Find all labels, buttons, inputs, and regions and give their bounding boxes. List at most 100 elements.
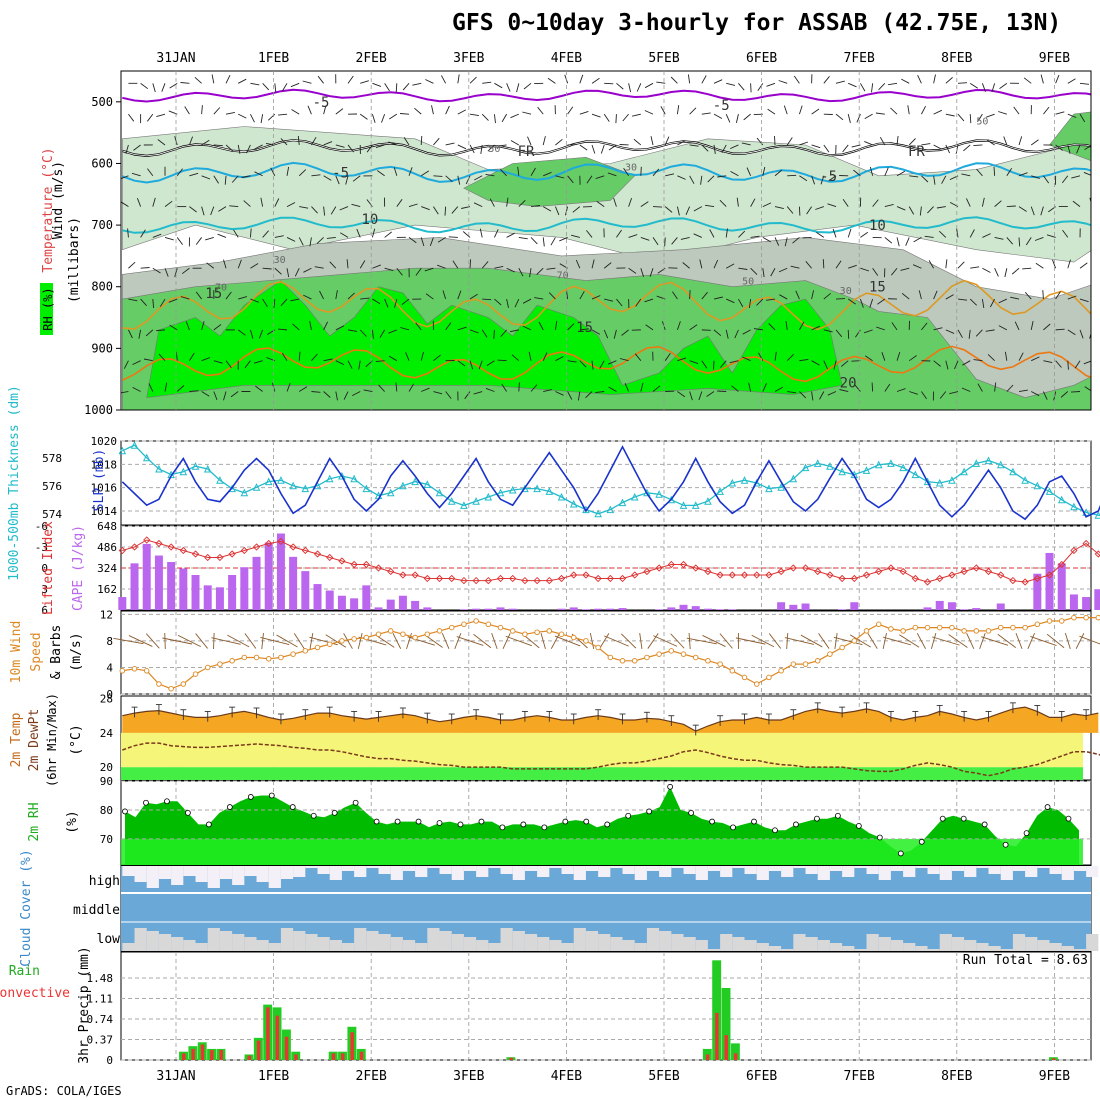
wind-barb [706, 391, 715, 397]
wind-barb [680, 236, 690, 240]
wind-barb [1079, 298, 1089, 303]
wind-barb-10m [834, 632, 838, 650]
thickness-point [472, 497, 480, 505]
wind-barb [352, 175, 361, 182]
rh2m-point [688, 809, 695, 816]
wind-barb [1043, 323, 1051, 331]
wind-barb [176, 168, 183, 177]
wind-speed-point [1022, 624, 1028, 631]
wind-barb [529, 268, 532, 278]
temp-contour-label: -5 [332, 166, 349, 182]
wind-barb-10m [473, 633, 492, 649]
wind-barb [652, 237, 659, 246]
wind-barb [762, 237, 771, 243]
day-label-top: 4FEB [551, 51, 582, 66]
wind-barb-10m [1046, 633, 1065, 649]
thickness-point [740, 476, 749, 484]
wind-barb [1013, 106, 1020, 115]
wind-barb [145, 329, 154, 337]
thickness-point [240, 488, 249, 497]
cloud-high-bar [232, 866, 245, 885]
cloud-low-bar [988, 946, 1001, 951]
cape-bar [789, 604, 798, 610]
cape-bar [264, 542, 273, 610]
wind-barb [792, 237, 800, 244]
wind-barb [518, 199, 526, 207]
li-point [1058, 560, 1066, 569]
wind-speed-point [204, 664, 211, 671]
wind-barb [933, 144, 942, 150]
wind-barb [497, 144, 507, 147]
wind-barb [701, 144, 709, 152]
thickness-point [996, 460, 1005, 469]
cloud-high-bar [500, 866, 513, 874]
wind-barb [848, 264, 857, 269]
wind-speed-point [888, 626, 894, 632]
wind-barb [1003, 136, 1008, 146]
wind-barb [425, 79, 434, 84]
li-point [143, 536, 151, 544]
cape-bar [325, 590, 334, 610]
cloud-low-bar [829, 943, 843, 951]
cape-bar [472, 608, 481, 610]
cape-bar [191, 575, 200, 610]
thickness-point [765, 484, 773, 493]
wind-speed-point [326, 641, 333, 647]
wind-barb [981, 197, 985, 207]
wind-barb [613, 197, 617, 207]
axis-label-wind10m-2: Speed [29, 632, 44, 671]
wind-barb [628, 197, 633, 207]
wind-barb [546, 267, 556, 270]
wind-barb [957, 82, 968, 84]
wind-barb [1089, 197, 1091, 204]
cloud-high-bar [293, 866, 306, 877]
wind-barb [644, 82, 654, 89]
axis-label-lifted-index: Lifted Index [41, 521, 56, 615]
thickness-point [923, 477, 932, 486]
wind-barb [713, 329, 722, 337]
cloud-low-bar [158, 934, 172, 951]
cape-bar [777, 602, 786, 610]
cloud-high-bar [329, 866, 342, 880]
cloud-low-bar [817, 940, 830, 951]
series-line-dewpoint [122, 742, 1100, 777]
cloud-low-bar [756, 943, 769, 951]
cloud-low-bar [1000, 949, 1013, 951]
wind-barb [1006, 384, 1014, 392]
wind-barb [863, 329, 873, 334]
wind-barb [811, 360, 820, 366]
wind-speed-point [168, 685, 174, 692]
cloud-low-bar [488, 943, 501, 951]
wind-barb [762, 202, 772, 208]
wind-barb [143, 358, 153, 362]
wind-barb [827, 203, 837, 208]
wind-barb [856, 113, 861, 123]
wind-barb [408, 237, 417, 244]
axis-label-thickness: 1000-500mb Thickness (dm) [7, 385, 22, 581]
axis-label-wind10m-4: (m/s) [69, 632, 84, 671]
wind-barb [938, 230, 947, 238]
wind-barb [608, 386, 617, 392]
wind-barb [622, 113, 629, 122]
wind-barb [378, 384, 385, 392]
li-point [948, 571, 956, 579]
cape-bar [362, 585, 371, 610]
wind-speed-point [436, 628, 443, 634]
wind-barb [774, 351, 777, 361]
wind-barb [147, 113, 154, 122]
wind-speed-point [985, 628, 992, 634]
li-point [545, 576, 553, 585]
wind-barb [835, 80, 845, 84]
wind-barb [927, 206, 934, 214]
cape-bar [313, 584, 322, 610]
rh2m-point [478, 818, 485, 825]
wind-barb [957, 298, 968, 301]
wind-barb [908, 206, 915, 215]
wind-barb [506, 298, 509, 308]
wind-barb-10m [735, 637, 766, 645]
wind-barb [241, 175, 251, 178]
wind-speed-point [509, 628, 516, 634]
wind-barb [973, 359, 983, 362]
wind-barb [298, 351, 301, 361]
precip-conv-bar [200, 1044, 205, 1060]
